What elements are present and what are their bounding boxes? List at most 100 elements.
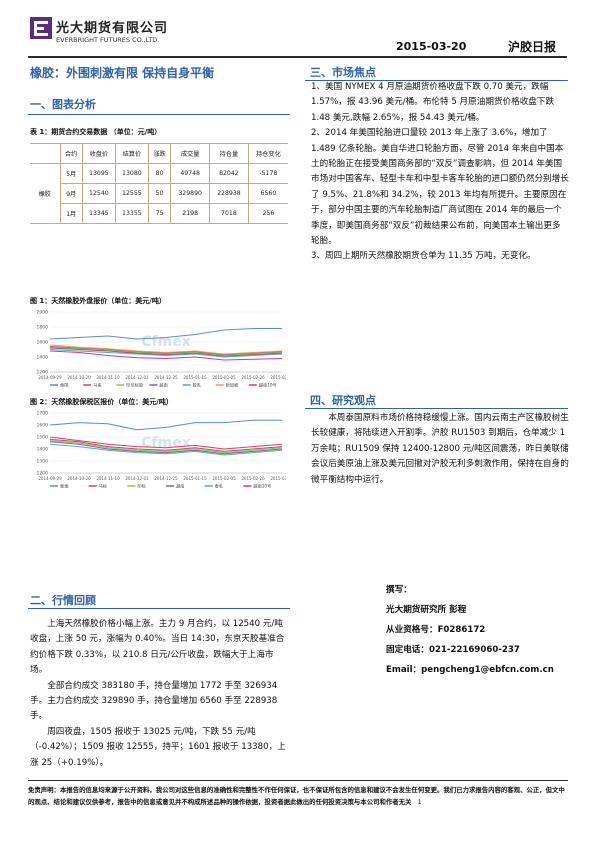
legend-label: 印尼标胶 bbox=[126, 382, 143, 389]
table-header: 合约 bbox=[59, 143, 83, 164]
author-block: 撰写： 光大期货研究所 彭程 从业资格号：F0286172 固定电话：021-2… bbox=[386, 580, 554, 680]
section-market-focus: 三、市场焦点 bbox=[310, 66, 376, 79]
series-line bbox=[49, 350, 283, 361]
report-title: 橡胶：外围刺激有限 保持自身平衡 bbox=[30, 66, 215, 80]
x-tick-label: 2015-02-05 bbox=[212, 476, 236, 481]
table-cell: 12540 bbox=[81, 183, 116, 204]
legend-label: 越南10号 bbox=[259, 382, 277, 389]
series-line bbox=[49, 436, 283, 450]
table-header: 结算价 bbox=[114, 143, 149, 164]
table-product: 橡胶 bbox=[30, 163, 61, 224]
focus-paragraph: 1、美国 NYMEX 4 月原油期货价格收盘下跌 0.70 美元，跌幅 1.57… bbox=[311, 82, 555, 123]
section-research-view: 四、研究观点 bbox=[310, 394, 376, 407]
market-focus-text: 1、美国 NYMEX 4 月原油期货价格收盘下跌 0.70 美元，跌幅 1.57… bbox=[311, 80, 569, 265]
table-header: 收盘价 bbox=[81, 143, 116, 164]
series-line bbox=[49, 346, 283, 357]
report-name: 沪胶日报 bbox=[508, 40, 557, 54]
series-line bbox=[49, 438, 283, 452]
series-line bbox=[49, 347, 283, 357]
author-email: Email：pengcheng1@ebfcn.com.cn bbox=[386, 665, 554, 675]
table-cell: 80 bbox=[147, 163, 172, 184]
company-logo bbox=[30, 17, 52, 39]
legend-label: 马来 bbox=[93, 382, 102, 389]
y-tick-label: 1300 bbox=[37, 459, 49, 465]
section-rule bbox=[28, 608, 290, 609]
table-header: 成交量 bbox=[170, 143, 211, 164]
table-cell: 6560 bbox=[247, 183, 288, 204]
table-cell: 7018 bbox=[209, 203, 249, 224]
table-header-row: 合约 收盘价 结算价 涨跌 成交量 持仓量 持仓变化 bbox=[30, 143, 288, 164]
x-tick-label: 2015-01-15 bbox=[183, 476, 207, 481]
disclaimer: 免责声明：本报告的信息均来源于公开资料，我公司对这些信息的准确性和完整性不作任何… bbox=[28, 784, 568, 808]
series-line bbox=[49, 443, 283, 456]
series-line bbox=[49, 328, 282, 340]
x-tick-label: 2014-12-01 bbox=[125, 375, 149, 380]
table-cell: 13355 bbox=[114, 203, 149, 224]
legend-label: 越南 bbox=[176, 483, 184, 490]
section-rule bbox=[305, 80, 568, 81]
footer-rule bbox=[28, 780, 568, 781]
series-line bbox=[49, 349, 283, 358]
chart2-caption: 图 2：天然橡胶保税区报价（单位：美元/吨） bbox=[30, 398, 173, 406]
author-phone: 固定电话：021-22169060-237 bbox=[386, 645, 520, 655]
legend-label: 新加坡 bbox=[226, 382, 239, 389]
report-date: 2015-03-20 bbox=[396, 40, 467, 53]
table-header: 持仓量 bbox=[209, 143, 249, 164]
table-cell: 50 bbox=[147, 183, 172, 204]
y-tick-label: 1400 bbox=[37, 355, 49, 361]
section-chart-analysis: 一、图表分析 bbox=[30, 98, 96, 111]
y-tick-label: 1500 bbox=[37, 435, 49, 441]
table-cell: 49748 bbox=[170, 163, 211, 184]
research-view-text: 本周泰国原料市场价格持稳缓慢上涨。国内云南主产区橡胶树生长较健康，将陆续进入开割… bbox=[311, 411, 569, 488]
table-cell: 12555 bbox=[114, 183, 149, 204]
x-tick-label: 2014-12-25 bbox=[154, 476, 178, 481]
review-paragraph: 周四夜盘，1505 报收于 13025 元/吨，下跌 55 元/吨（-0.42%… bbox=[30, 726, 286, 768]
x-tick-label: 2014-12-25 bbox=[154, 375, 178, 380]
legend-label: 胶乳 bbox=[193, 382, 202, 389]
y-tick-label: 1600 bbox=[37, 423, 49, 429]
legend-label: 泰烟 bbox=[60, 483, 68, 490]
x-tick-label: 2014-11-10 bbox=[96, 476, 120, 481]
x-tick-label: 2014-11-10 bbox=[96, 375, 120, 380]
series-line bbox=[49, 346, 283, 356]
table-cell: 329890 bbox=[170, 183, 211, 204]
table-cell: 13095 bbox=[81, 163, 116, 184]
x-tick-label: 2015-01-15 bbox=[183, 375, 207, 380]
chart-watermark: Cfmex bbox=[141, 334, 190, 350]
market-review-text: 上海天然橡胶价格小幅上涨。主力 9 月合约，以 12540 元/吨收盘，上涨 5… bbox=[30, 617, 288, 771]
table-cell: 2198 bbox=[170, 203, 211, 224]
table-cell: 82042 bbox=[209, 163, 249, 184]
futures-table: 合约 收盘价 结算价 涨跌 成交量 持仓量 持仓变化 橡胶 5月 13095 1… bbox=[30, 143, 288, 224]
table-cell: 13345 bbox=[81, 203, 116, 224]
y-tick-label: 1800 bbox=[37, 325, 49, 331]
focus-paragraph: 2、2014 年美国轮胎进口量较 2013 年上涨了 3.6%，增加了 1.48… bbox=[311, 128, 569, 247]
author-license: 从业资格号：F0286172 bbox=[386, 625, 486, 635]
section-rule bbox=[28, 114, 290, 115]
legend-label: 印标 bbox=[137, 483, 145, 490]
y-tick-label: 1700 bbox=[37, 411, 49, 417]
x-tick-label: 2014-10-20 bbox=[67, 476, 91, 481]
section-rule bbox=[305, 408, 568, 409]
table-cell: 256 bbox=[247, 203, 288, 224]
table-caption: 表 1：期货合约交易数据 （单位：元/吨） bbox=[30, 128, 162, 136]
table-header: 持仓变化 bbox=[247, 143, 288, 164]
series-line bbox=[49, 440, 283, 454]
chart1-caption: 图 1：天然橡胶外盘报价（单位：美元/吨） bbox=[30, 297, 166, 305]
y-tick-label: 2000 bbox=[37, 310, 49, 316]
series-line bbox=[49, 419, 282, 431]
y-tick-label: 1200 bbox=[37, 370, 49, 376]
header-rule bbox=[28, 56, 567, 58]
table-cell: 13080 bbox=[114, 163, 149, 184]
section-market-review: 二、行情回顾 bbox=[30, 594, 96, 607]
author-name: 光大期货研究所 彭程 bbox=[386, 605, 467, 615]
y-tick-label: 1200 bbox=[37, 471, 49, 477]
table-cell: 5月 bbox=[59, 163, 83, 184]
disclaimer-text: 免责声明：本报告的信息均来源于公开资料，我公司对这些信息的准确性和完整性不作任何… bbox=[28, 786, 565, 806]
legend-label: 泰国 bbox=[60, 382, 68, 389]
x-tick-label: 2014-10-20 bbox=[67, 375, 91, 380]
y-tick-label: 1400 bbox=[37, 447, 49, 453]
legend-label: 泰乳 bbox=[215, 483, 224, 489]
legend-label: 马标 bbox=[99, 483, 107, 490]
legend-label: 越南 bbox=[159, 382, 167, 389]
